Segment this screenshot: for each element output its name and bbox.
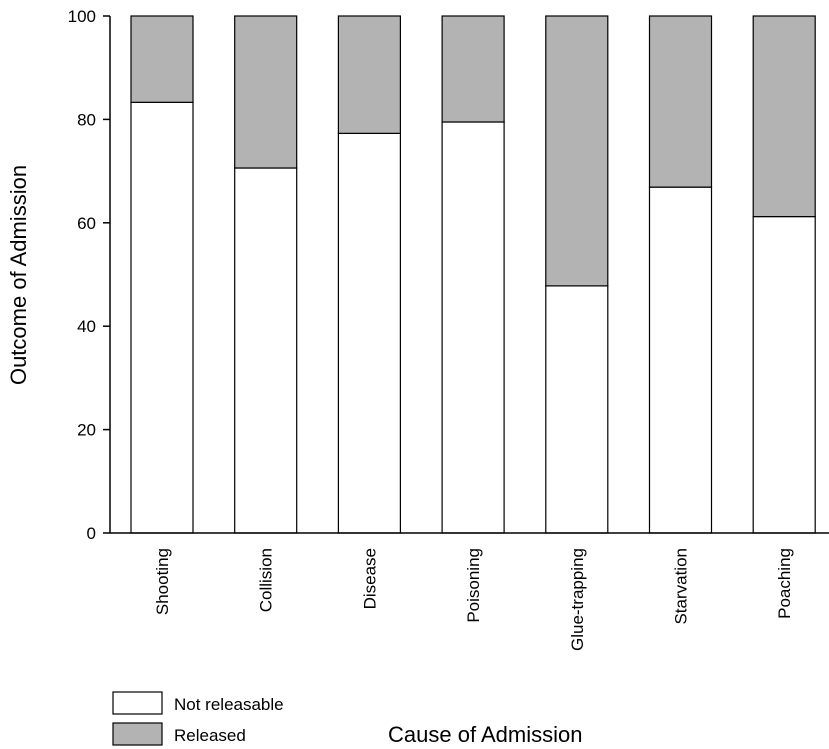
bars-layer [130,15,816,534]
y-tick-label: 60 [77,214,96,233]
legend-swatch-released [112,722,163,746]
bar-starvation-not-releasable [648,186,713,534]
bar-disease-released [337,15,401,134]
x-tick-label: Collision [257,548,276,612]
x-tick-label: Starvation [672,548,691,625]
bar-poisoning-not-releasable [441,121,505,534]
x-tick-labels: Shooting Collision Disease Poisoning Glue-tr… [153,548,794,651]
bar-glue-trapping-not-releasable [545,285,609,534]
legend-label-released: Released [174,726,246,745]
x-tick-label: Shooting [153,548,172,615]
bar-collision-not-releasable [234,167,298,534]
bar-shooting-released [130,15,194,103]
y-axis-title: Outcome of Admission [6,165,31,385]
bar-poisoning-released [441,15,505,123]
legend-swatch-not-releasable [112,691,163,715]
legend-label-not-releasable: Not releasable [174,695,284,714]
x-axis-title: Cause of Admission [388,722,582,747]
y-tick-label: 80 [77,110,96,129]
x-tick-label: Disease [360,548,379,609]
y-tick-label: 40 [77,317,96,336]
x-tick-label: Poaching [775,548,794,619]
bar-shooting-not-releasable [130,101,194,534]
y-tick-label: 100 [68,7,96,26]
bar-disease-not-releasable [337,132,401,534]
bar-glue-trapping-released [545,15,609,287]
legend: Not releasable Released [112,691,284,746]
y-ticks: 0 20 40 60 80 100 [68,7,110,543]
bar-poaching-not-releasable [752,215,816,534]
x-tick-label: Glue-trapping [568,548,587,651]
x-tick-label: Poisoning [464,548,483,623]
bar-starvation-released [648,15,713,188]
y-tick-label: 20 [77,421,96,440]
bar-poaching-released [752,15,816,218]
y-tick-label: 0 [87,524,96,543]
bar-collision-released [234,15,298,169]
